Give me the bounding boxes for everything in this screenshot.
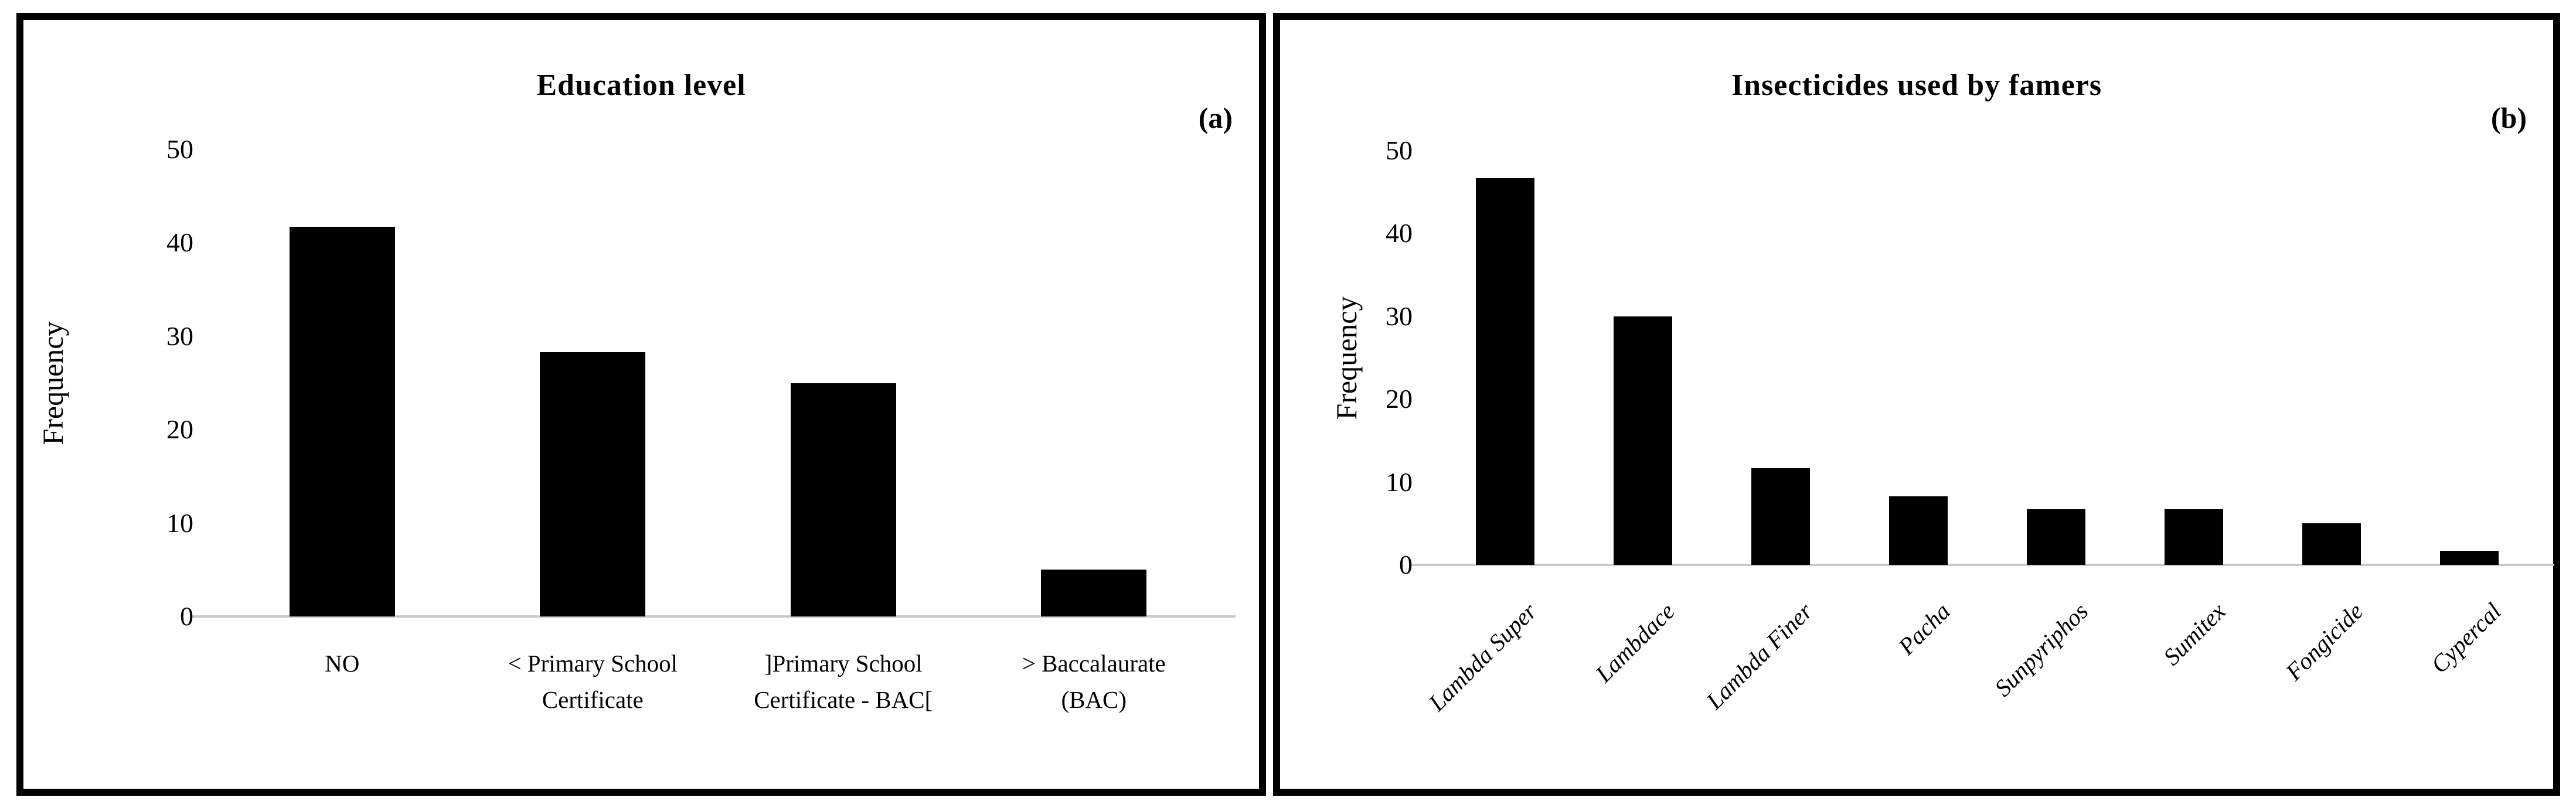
panel-label-a: (a) xyxy=(1198,101,1233,134)
bar-fongicide xyxy=(2302,523,2361,565)
x-tick-label-primary-school: < Primary School Certificate xyxy=(508,650,678,713)
bar-primary-school xyxy=(790,383,896,616)
y-axis-title-frequency-b: Frequency xyxy=(1330,295,1363,420)
y-tick-label-0: 0 xyxy=(1399,550,1413,580)
chart-title-insecticides: Insecticides used by famers xyxy=(1731,69,2102,102)
bar-sumitex xyxy=(2164,509,2223,565)
y-tick-label-20: 20 xyxy=(1386,384,1413,414)
bar-pacha xyxy=(1888,496,1948,565)
bar-sunpyriphos xyxy=(2026,509,2085,565)
x-tick-label-lambdace: Lambdace xyxy=(1590,597,1680,688)
plot-area-education xyxy=(190,149,1236,618)
y-tick-label-50: 50 xyxy=(166,134,193,164)
y-tick-label-10: 10 xyxy=(1386,466,1413,497)
bar-no xyxy=(289,227,395,616)
y-tick-label-20: 20 xyxy=(166,414,193,445)
x-tick-label-no: NO xyxy=(325,650,360,677)
y-tick-label-40: 40 xyxy=(166,227,193,258)
bar-cypercal xyxy=(2439,550,2499,565)
x-tick-label-fongicide: Fongicide xyxy=(2280,597,2369,686)
y-tick-label-0: 0 xyxy=(180,601,193,631)
chart-title-education: Education level xyxy=(536,69,746,102)
x-tick-label-primary-school: ]Primary School Certificate - BAC[ xyxy=(754,650,933,713)
x-tick-label-pacha: Pacha xyxy=(1893,597,1955,660)
y-tick-label-30: 30 xyxy=(166,321,193,351)
x-tick-label-sunpyriphos: Sunpyriphos xyxy=(1989,597,2093,702)
bar-primary-school xyxy=(540,352,646,616)
bar-lambda-finer xyxy=(1751,468,1810,565)
bar-lambda-super xyxy=(1475,178,1534,565)
y-tick-label-50: 50 xyxy=(1386,135,1413,165)
bar-lambdace xyxy=(1613,316,1672,565)
x-axis-baseline-a xyxy=(190,615,1236,618)
education-chart-panel: Education level (a) Frequency 0 10 20 30 40 5… xyxy=(16,13,1266,796)
y-tick-label-10: 10 xyxy=(166,507,193,538)
x-tick-label-sumitex: Sumitex xyxy=(2158,597,2231,671)
insecticides-chart-panel: Insecticides used by famers (b) Frequenc… xyxy=(1273,13,2560,796)
x-tick-label-baccalaurate: > Baccalaurate (BAC) xyxy=(1022,650,1166,713)
x-tick-label-lambda-finer: Lambda Finer xyxy=(1700,597,1818,714)
panel-label-b: (b) xyxy=(2490,101,2527,134)
x-tick-label-lambda-super: Lambda Super xyxy=(1423,597,1542,717)
x-axis-baseline-b xyxy=(1410,564,2554,566)
y-tick-label-30: 30 xyxy=(1386,301,1413,331)
bar-baccalaurate xyxy=(1041,570,1147,616)
y-axis-title-frequency-a: Frequency xyxy=(36,321,69,445)
x-tick-label-cypercal: Cypercal xyxy=(2425,597,2506,679)
y-tick-label-40: 40 xyxy=(1386,218,1413,248)
plot-area-insecticides xyxy=(1410,151,2554,566)
